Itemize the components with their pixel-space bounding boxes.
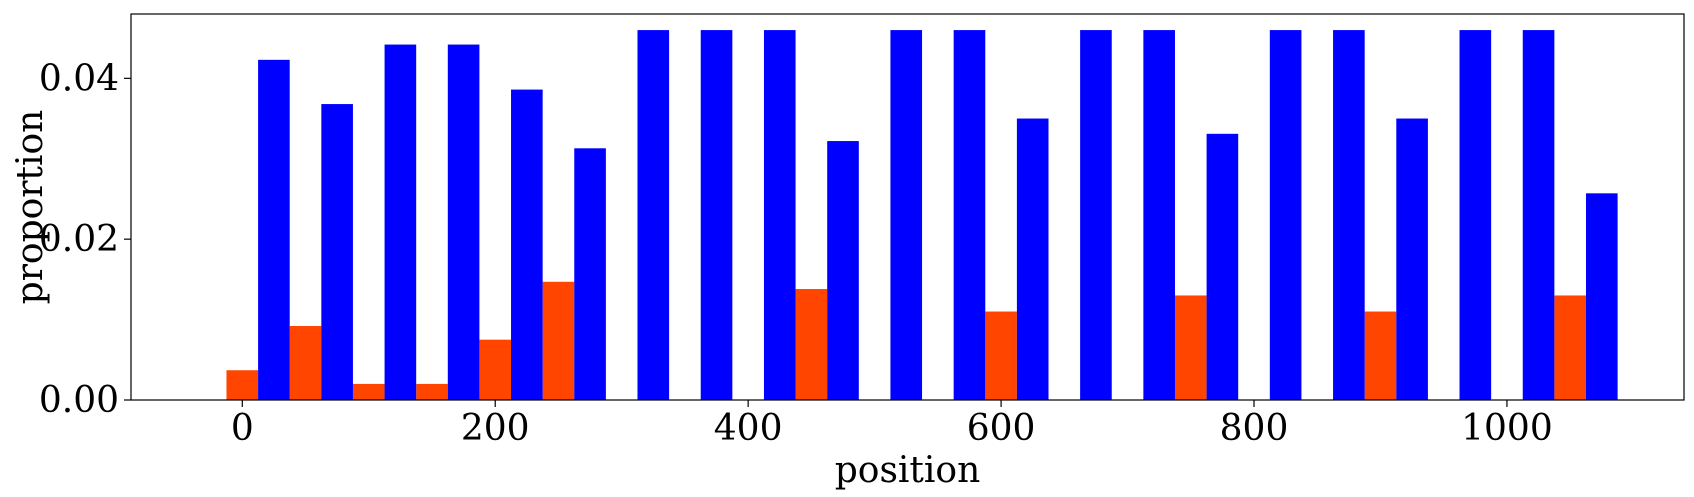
bar-series2-19 [1459, 30, 1492, 400]
bar-series1-21 [1554, 295, 1586, 400]
bar-series1-15 [1174, 295, 1207, 400]
bar-series1-5 [542, 281, 575, 400]
bar-series1-0 [226, 370, 259, 400]
bar-series2-7 [700, 30, 733, 400]
bar-series1-12 [985, 311, 1017, 400]
bar-series1-9 [795, 289, 828, 400]
x-tick-label: 1000 [1461, 408, 1553, 449]
x-tick-label: 200 [461, 408, 530, 449]
y-axis-label: proportion [10, 110, 51, 305]
bar-series2-21 [1585, 193, 1618, 400]
y-tick-label: 0.00 [39, 380, 119, 421]
x-tick-label: 600 [967, 408, 1036, 449]
bar-series1-3 [416, 383, 448, 400]
bar-series2-11 [953, 30, 986, 400]
bar-series2-3 [447, 44, 480, 400]
bar-series1-4 [479, 339, 512, 400]
bar-series2-1 [321, 104, 353, 401]
x-axis-label: position [835, 450, 981, 491]
bar-series1-2 [352, 383, 385, 400]
bar-series2-10 [890, 30, 923, 400]
bar-series2-5 [574, 148, 606, 400]
x-tick-label: 800 [1220, 408, 1289, 449]
x-axis-ticks: 0 200 400 600 800 1000 [231, 400, 1553, 449]
y-axis-ticks: 0.00 0.02 0.04 [39, 58, 131, 421]
bar-series2-18 [1396, 118, 1428, 401]
x-tick-label: 400 [714, 408, 783, 449]
bar-series2-20 [1522, 30, 1555, 400]
bar-series2-16 [1269, 30, 1302, 400]
bar-series2-15 [1206, 133, 1239, 400]
bar-series2-12 [1016, 118, 1049, 401]
bar-series2-9 [827, 141, 859, 400]
bar-series2-13 [1080, 30, 1112, 400]
bar-series1-18 [1364, 311, 1397, 400]
bar-series2-0 [258, 59, 290, 401]
bar-series2-6 [637, 30, 670, 400]
bar-series2-4 [511, 89, 543, 400]
plot-frame [130, 13, 1685, 401]
bar-series2-17 [1333, 30, 1365, 400]
bar-series1-1 [289, 326, 322, 400]
y-tick-label: 0.02 [39, 219, 119, 260]
bars-layer [226, 30, 1618, 401]
bar-series2-14 [1143, 30, 1175, 400]
x-tick-label: 0 [231, 408, 254, 449]
bar-series2-2 [384, 44, 417, 400]
y-tick-label: 0.04 [39, 58, 119, 99]
bar-series2-8 [763, 30, 796, 400]
